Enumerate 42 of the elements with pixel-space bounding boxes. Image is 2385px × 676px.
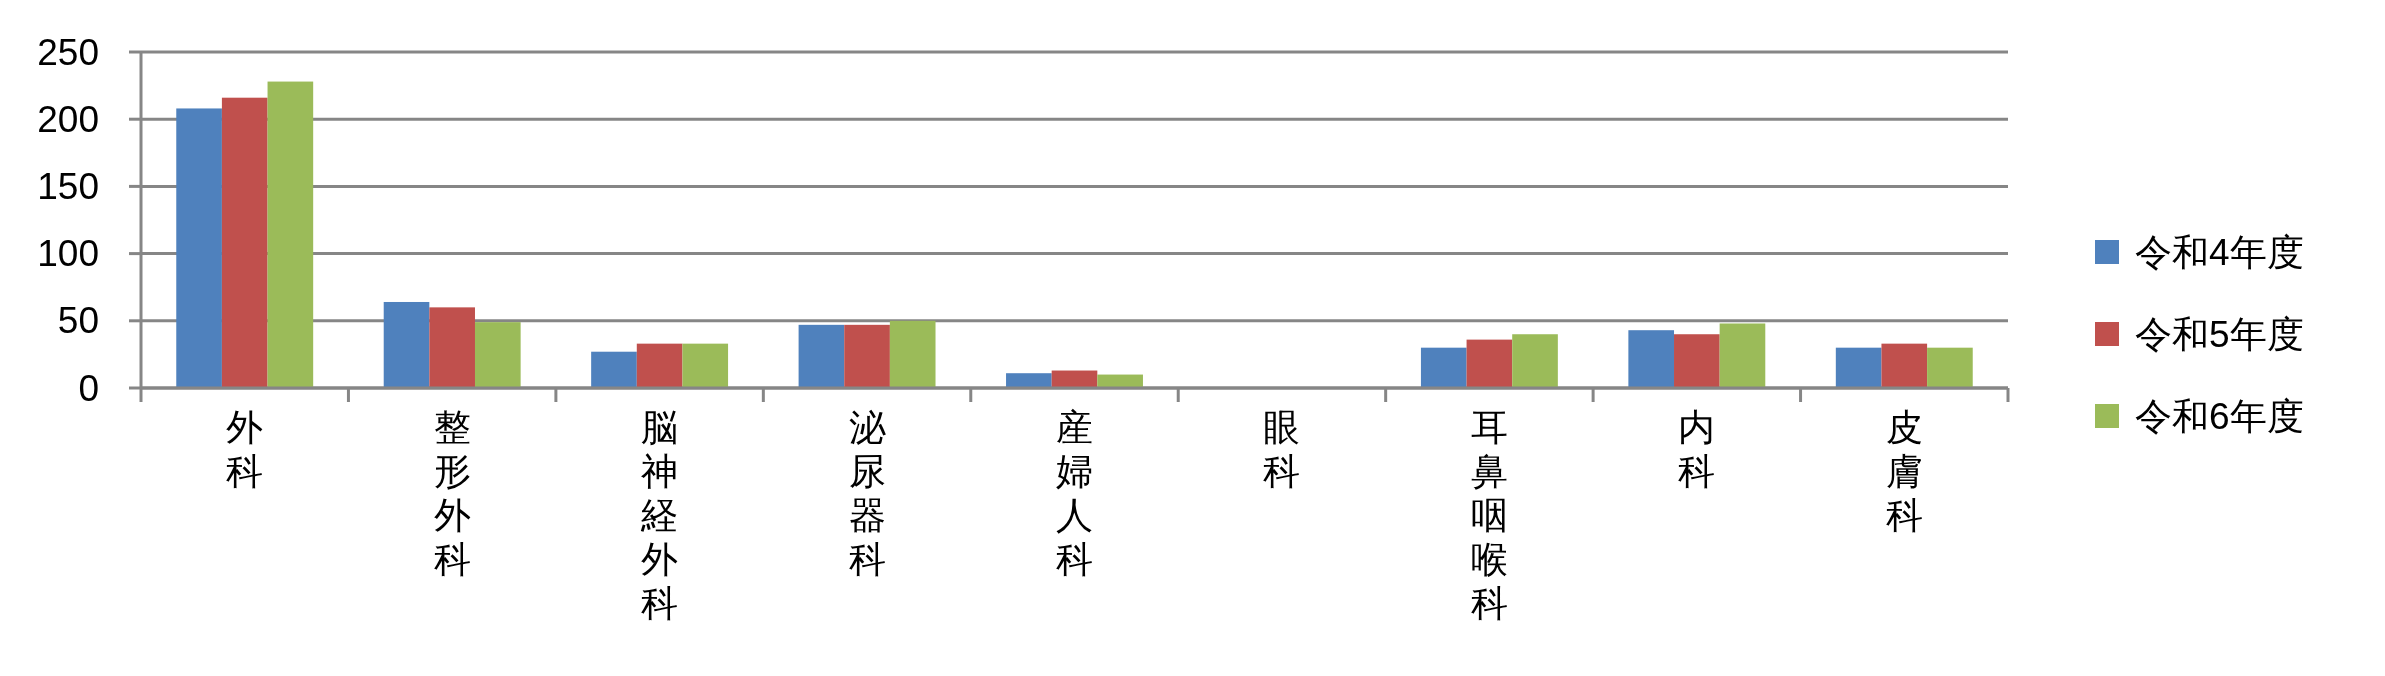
bar (1006, 373, 1052, 388)
bar (1466, 339, 1513, 388)
bar (1628, 330, 1675, 388)
x-tick-label: 整形外科 (433, 407, 471, 580)
bar (267, 81, 314, 388)
x-tick-label: 外科 (226, 407, 264, 492)
bar (1719, 323, 1766, 388)
x-tick-label: 耳鼻咽喉科 (1470, 407, 1508, 624)
x-tick-label: 脳神経外科 (640, 407, 679, 624)
bar (1835, 347, 1882, 388)
bar (1512, 334, 1558, 388)
legend-label: 令和4年度 (2135, 231, 2304, 273)
bar (1097, 374, 1143, 388)
bar (474, 322, 521, 388)
y-tick-label: 200 (37, 98, 99, 140)
bar (682, 343, 729, 388)
bar (176, 108, 222, 388)
bar (1927, 347, 1973, 388)
legend-label: 令和5年度 (2135, 313, 2304, 355)
bar (1420, 347, 1467, 388)
bar (221, 97, 268, 388)
x-tick-label: 泌尿器科 (848, 407, 886, 580)
y-tick-label: 0 (78, 367, 99, 409)
bar (844, 324, 890, 388)
bar (889, 320, 936, 388)
bar (1881, 343, 1928, 388)
x-tick-label: 内科 (1678, 407, 1716, 492)
bar (636, 343, 683, 388)
bar (798, 324, 845, 388)
x-tick-label: 産婦人科 (1056, 407, 1093, 580)
y-tick-label: 250 (37, 31, 99, 73)
bar (1674, 334, 1720, 388)
bar (429, 307, 475, 388)
legend-label: 令和6年度 (2135, 395, 2304, 437)
bar (591, 351, 637, 388)
y-tick-label: 100 (37, 233, 99, 275)
x-tick-label: 眼科 (1263, 407, 1301, 492)
x-tick-label: 皮膚科 (1885, 407, 1923, 536)
y-tick-label: 50 (57, 300, 99, 342)
bar (1051, 370, 1098, 388)
bar (383, 301, 430, 388)
y-tick-label: 150 (37, 165, 99, 207)
